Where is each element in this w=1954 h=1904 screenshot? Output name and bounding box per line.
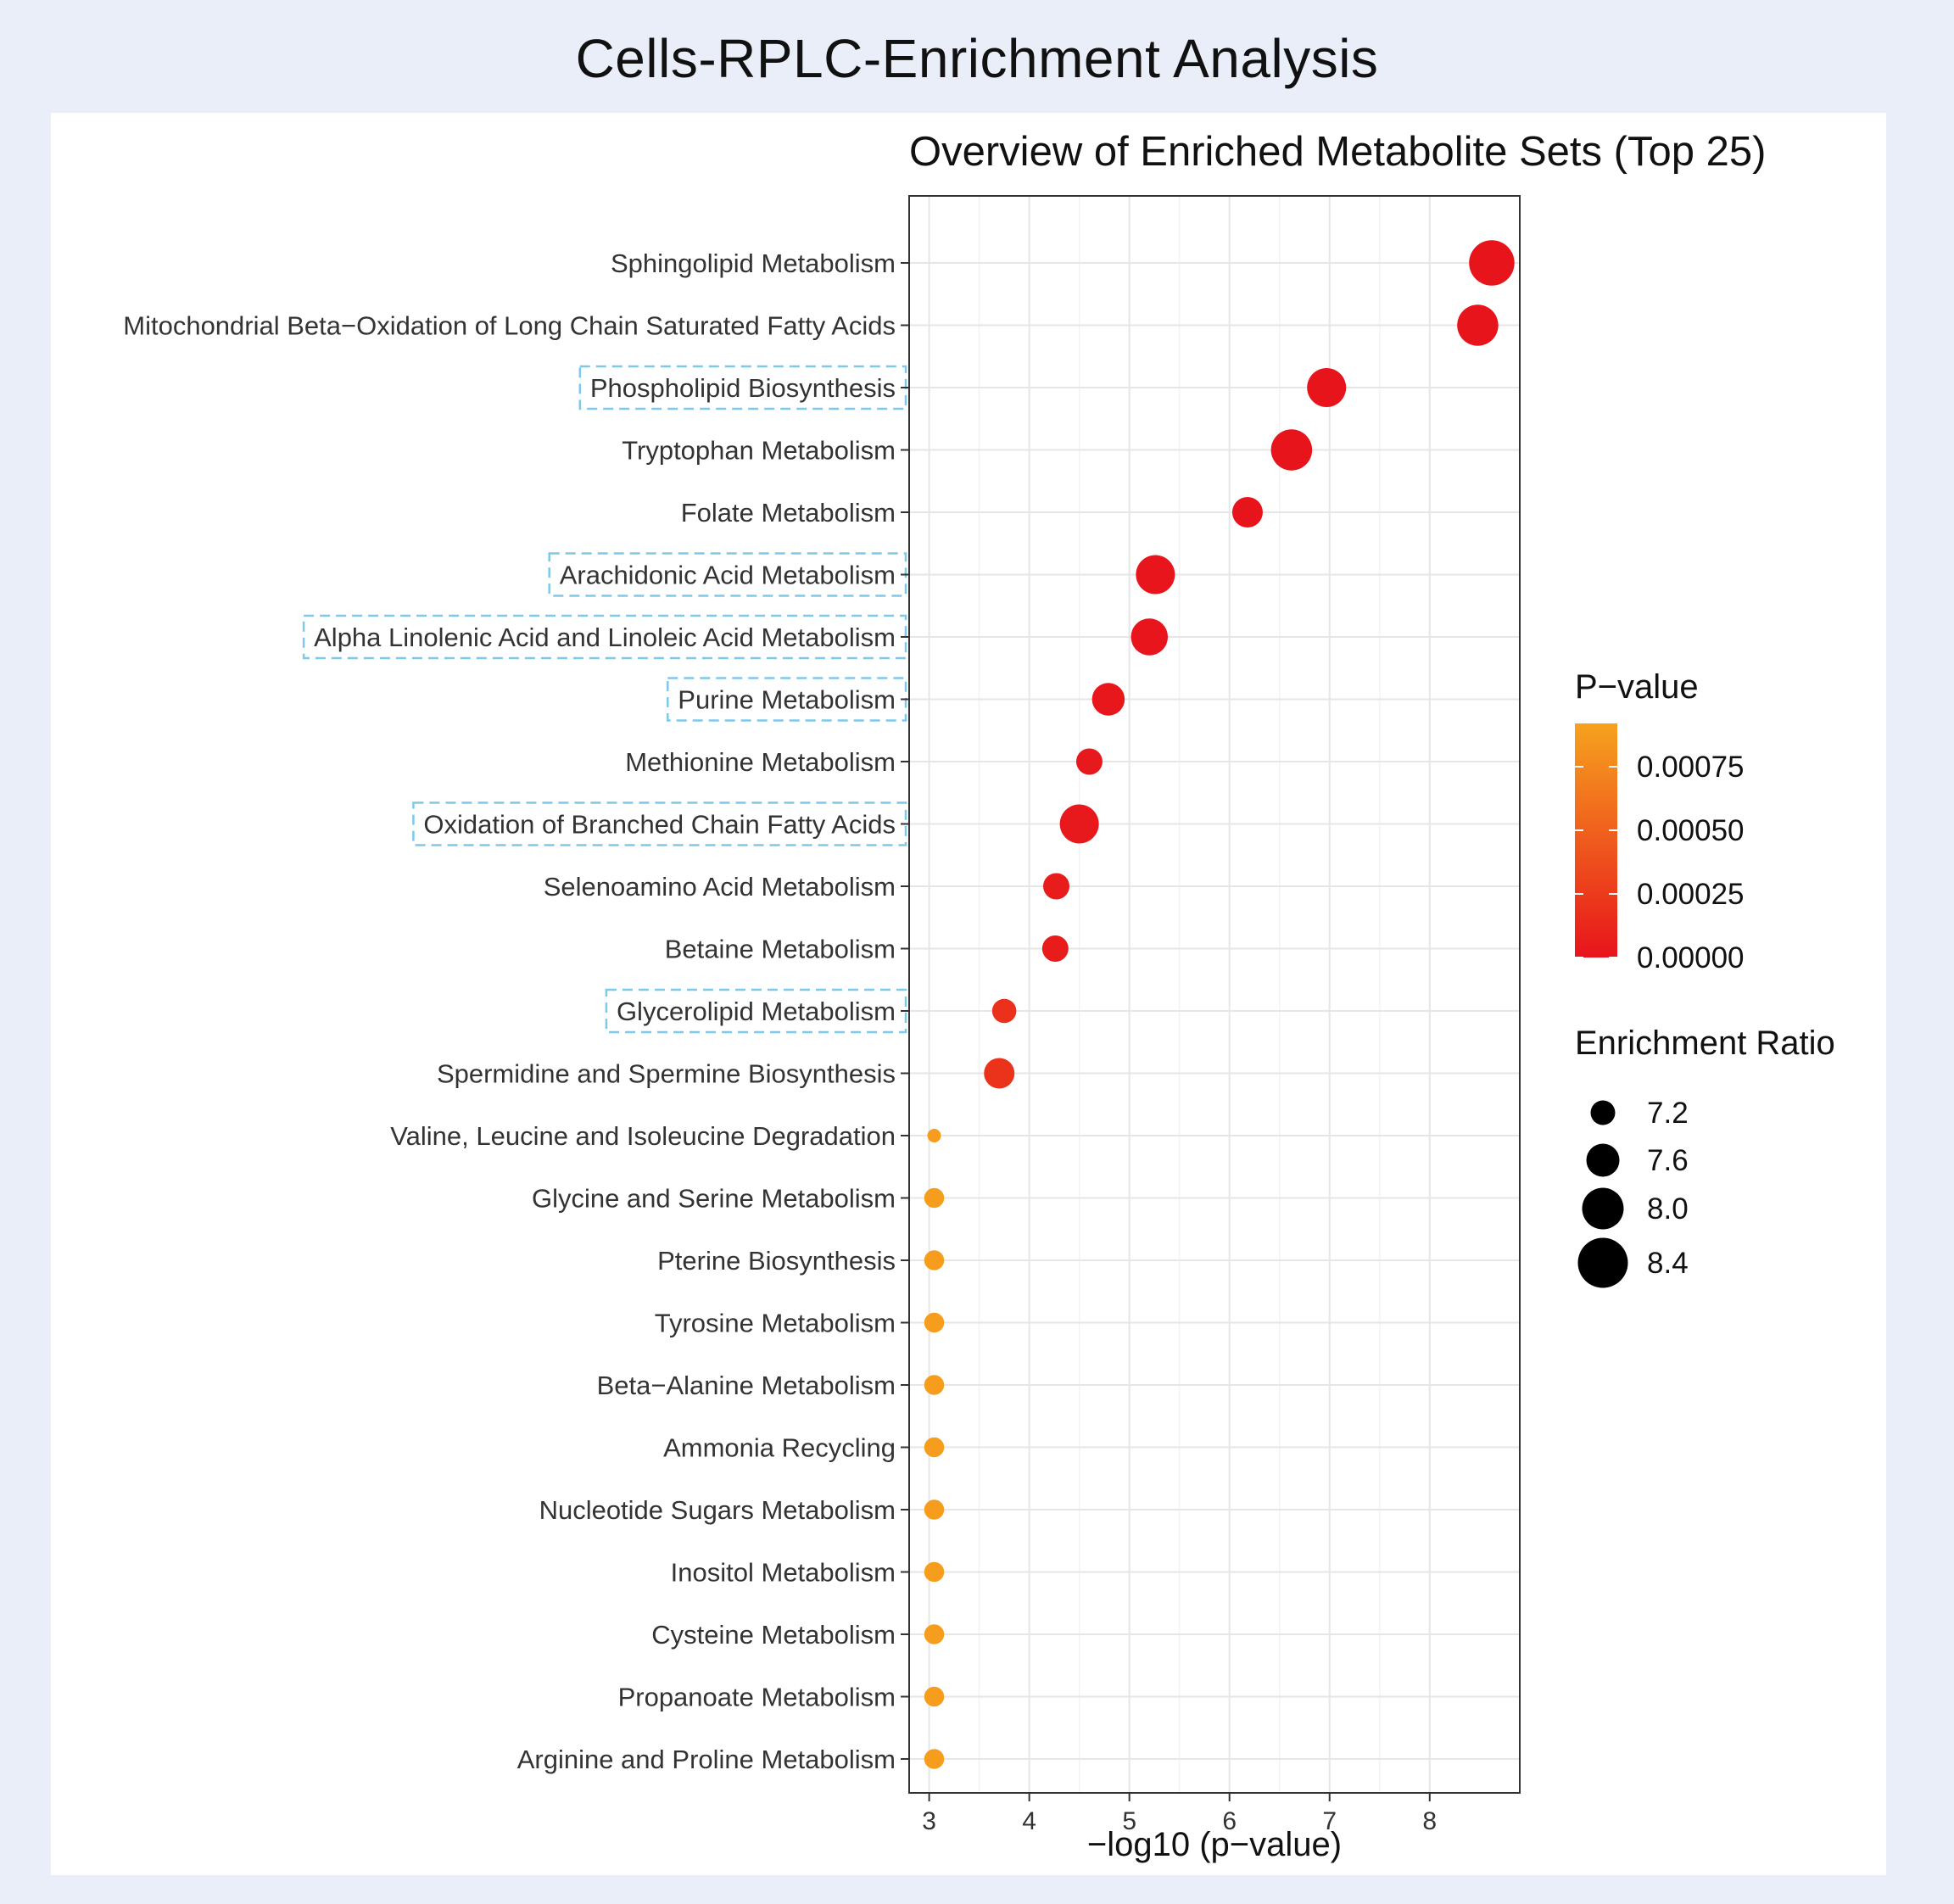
y-axis: Sphingolipid Metabolism Mitochondrial Bet… [123, 248, 909, 1774]
y-tick-label: Inositol Metabolism [671, 1558, 896, 1588]
color-legend-label: 0.00025 [1637, 878, 1745, 911]
y-tick-label: Tryptophan Metabolism [622, 436, 896, 466]
y-tick-label: Methionine Metabolism [625, 747, 896, 777]
size-legend-label: 8.0 [1647, 1192, 1689, 1226]
y-tick-label: Arachidonic Acid Metabolism [560, 561, 896, 590]
y-tick-label: Beta−Alanine Metabolism [597, 1371, 896, 1400]
data-point [1136, 555, 1175, 595]
data-point [991, 998, 1017, 1024]
data-point [1231, 497, 1263, 528]
x-tick-label: 7 [1322, 1807, 1337, 1835]
plot-border [908, 195, 1521, 1794]
data-point [1041, 935, 1069, 962]
y-tick-label: Ammonia Recycling [663, 1433, 896, 1463]
data-point [924, 1250, 945, 1270]
y-tick-label: Sphingolipid Metabolism [611, 248, 896, 278]
data-point [924, 1499, 945, 1520]
size-legend-label: 8.4 [1647, 1247, 1689, 1280]
data-point [924, 1375, 945, 1395]
color-legend-label: 0.00050 [1637, 814, 1745, 847]
color-legend-bar [1575, 723, 1617, 958]
data-point [1457, 304, 1499, 346]
y-tick-label: Selenoamino Acid Metabolism [544, 872, 896, 902]
y-tick-label: Mitochondrial Beta−Oxidation of Long Cha… [123, 311, 896, 341]
data-point [1059, 804, 1099, 844]
x-tick-label: 5 [1122, 1807, 1136, 1835]
y-tick-label: Purine Metabolism [678, 685, 896, 715]
data-point [1270, 429, 1313, 471]
y-tick-label: Phospholipid Biosynthesis [590, 373, 896, 403]
size-legend-key [1582, 1187, 1624, 1230]
data-point [1043, 873, 1070, 900]
data-point [924, 1561, 945, 1583]
y-tick-label: Propanoate Metabolism [618, 1683, 896, 1712]
data-point [1469, 240, 1515, 286]
size-legend-key [1590, 1100, 1616, 1125]
data-point [924, 1437, 945, 1458]
x-tick-label: 8 [1422, 1807, 1437, 1835]
data-point [924, 1749, 945, 1769]
x-tick-label: 6 [1222, 1807, 1237, 1835]
y-tick-label: Folate Metabolism [681, 498, 896, 528]
page-title: Cells-RPLC-Enrichment Analysis [575, 28, 1379, 89]
data-points [924, 240, 1515, 1769]
size-legend-title: Enrichment Ratio [1575, 1025, 1835, 1062]
data-point [1131, 618, 1169, 656]
chart-panel: Overview of Enriched Metabolite Sets (To… [51, 113, 1886, 1875]
y-tick-label: Glycine and Serine Metabolism [532, 1184, 896, 1214]
size-legend-key [1586, 1143, 1620, 1177]
highlight-box [605, 988, 907, 1034]
color-legend-label: 0.00000 [1637, 941, 1745, 974]
data-point [1307, 368, 1347, 407]
data-point [924, 1686, 945, 1707]
size-legend-key [1577, 1237, 1628, 1288]
color-legend-title: P−value [1575, 668, 1699, 706]
data-point [1075, 748, 1103, 775]
size-legend-label: 7.2 [1647, 1097, 1689, 1130]
y-tick-label: Betaine Metabolism [665, 935, 896, 964]
data-point [924, 1624, 945, 1644]
x-tick-label: 3 [922, 1807, 936, 1835]
gridlines [909, 196, 1520, 1793]
x-axis: 3 4 5 6 7 8 [922, 1793, 1437, 1835]
data-point [1091, 683, 1125, 716]
y-tick-label: Glycerolipid Metabolism [617, 997, 896, 1026]
y-tick-label: Alpha Linolenic Acid and Linoleic Acid M… [314, 623, 896, 652]
x-axis-title: −log10 (p−value) [1087, 1826, 1342, 1863]
y-tick-label: Valine, Leucine and Isoleucine Degradati… [390, 1121, 896, 1151]
y-tick-label: Oxidation of Branched Chain Fatty Acids [423, 810, 896, 840]
y-tick-label: Spermidine and Spermine Biosynthesis [437, 1059, 896, 1089]
highlight-box [412, 801, 907, 846]
data-point [924, 1187, 945, 1209]
plot-title: Overview of Enriched Metabolite Sets (To… [909, 129, 1766, 175]
y-tick-label: Cysteine Metabolism [651, 1620, 896, 1650]
data-point [924, 1312, 945, 1333]
data-point [984, 1058, 1015, 1089]
y-tick-label: Pterine Biosynthesis [657, 1246, 896, 1276]
legends: P−value 0.00075 0.00050 0.00025 0.00000 Enr… [1575, 668, 1835, 1288]
y-tick-label: Arginine and Proline Metabolism [517, 1745, 896, 1774]
data-point [927, 1129, 941, 1142]
size-legend-label: 7.6 [1647, 1144, 1689, 1177]
y-tick-label: Tyrosine Metabolism [655, 1309, 896, 1338]
color-legend-label: 0.00075 [1637, 751, 1745, 784]
x-tick-label: 4 [1022, 1807, 1036, 1835]
y-tick-label: Nucleotide Sugars Metabolism [539, 1495, 896, 1525]
enrichment-chart: Overview of Enriched Metabolite Sets (To… [123, 129, 1835, 1863]
